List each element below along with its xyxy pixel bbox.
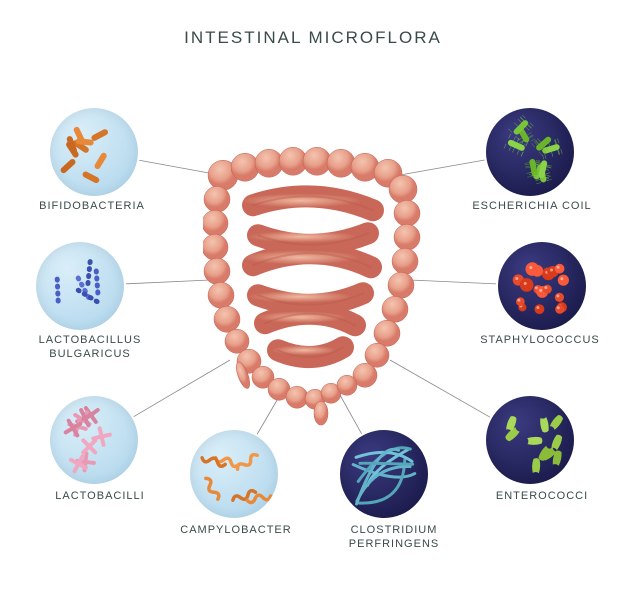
staphylococcus-label: STAPHYLOCOCCUS — [470, 334, 610, 348]
lactobacillus-bulgaricus-connector — [126, 280, 210, 284]
bifidobacteria-label: BIFIDOBACTERIA — [22, 200, 162, 214]
lactobacilli-circle — [50, 396, 138, 484]
intestine-illustration — [203, 145, 423, 430]
bifidobacteria-circle — [50, 108, 138, 196]
lactobacilli-label: LACTOBACILLI — [30, 490, 170, 504]
escherichia-circle — [486, 108, 574, 196]
escherichia-label: ESCHERICHIA COIL — [462, 200, 602, 214]
staphylococcus-circle — [498, 242, 586, 330]
lactobacillus-bulgaricus-label: LACTOBACILLUS BULGARICUS — [20, 334, 160, 362]
enterococci-label: ENTEROCOCCI — [472, 490, 612, 504]
campylobacter-label: CAMPYLOBACTER — [166, 524, 306, 538]
lactobacillus-bulgaricus-circle — [36, 242, 124, 330]
clostridium-circle — [340, 430, 428, 518]
campylobacter-circle — [190, 430, 278, 518]
enterococci-circle — [486, 396, 574, 484]
clostridium-label: CLOSTRIDIUM PERFRINGENS — [324, 524, 464, 552]
